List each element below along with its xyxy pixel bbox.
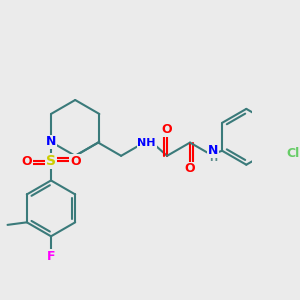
- Text: O: O: [185, 163, 195, 176]
- Text: S: S: [46, 154, 56, 168]
- Text: O: O: [162, 123, 172, 136]
- Text: N: N: [208, 144, 218, 157]
- Text: O: O: [21, 155, 32, 168]
- Text: N: N: [46, 135, 56, 148]
- Text: N: N: [46, 135, 56, 148]
- Text: O: O: [70, 155, 81, 168]
- Text: Cl: Cl: [287, 147, 300, 160]
- Text: F: F: [47, 250, 55, 263]
- Text: NH: NH: [137, 138, 156, 148]
- Text: H: H: [209, 153, 217, 164]
